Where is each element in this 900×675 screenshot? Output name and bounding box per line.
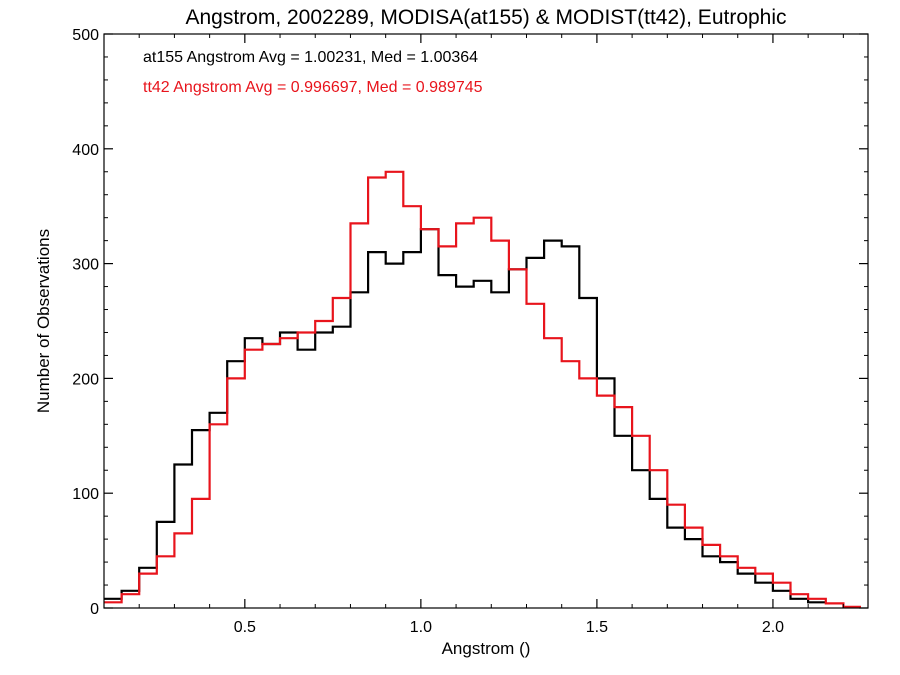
series-line-tt42	[104, 170, 861, 608]
x-tick-label: 1.0	[410, 619, 432, 636]
x-tick-label: 2.0	[762, 619, 784, 636]
y-tick-label: 500	[72, 27, 99, 44]
x-tick-label: 1.5	[586, 619, 608, 636]
series-line-at155	[104, 228, 826, 604]
ticks-layer: 0.5 1.0 1.5 2.0 0 100 200 300 400 500	[72, 27, 868, 636]
x-tick-label: 0.5	[234, 619, 256, 636]
plot-frame	[103, 33, 869, 609]
series-annotation-tt42: tt42 Angstrom Avg = 0.996697, Med = 0.98…	[143, 79, 483, 96]
chart-title: Angstrom, 2002289, MODISA(at155) & MODIS…	[185, 6, 786, 29]
series-annotation-at155: at155 Angstrom Avg = 1.00231, Med = 1.00…	[143, 49, 478, 66]
y-tick-label: 400	[72, 142, 99, 159]
y-tick-label: 200	[72, 371, 99, 388]
y-tick-label: 300	[72, 257, 99, 274]
y-tick-label: 100	[72, 486, 99, 503]
x-axis-label: Angstrom ()	[442, 639, 531, 658]
y-axis-label: Number of Observations	[34, 229, 53, 413]
y-tick-label: 0	[90, 601, 99, 618]
series-layer	[104, 170, 861, 608]
